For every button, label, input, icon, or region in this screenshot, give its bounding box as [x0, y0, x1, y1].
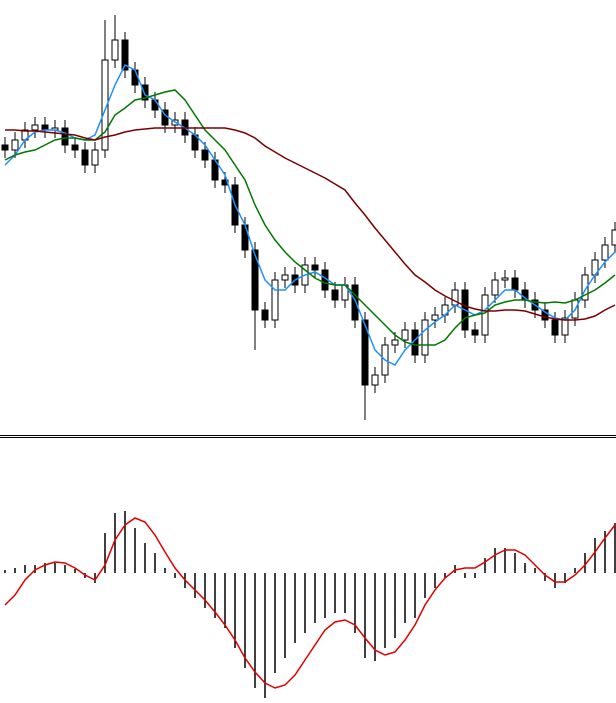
candle-body: [371, 374, 379, 386]
candle-body: [201, 149, 209, 161]
candle-body: [271, 279, 279, 321]
candle-body: [111, 39, 119, 61]
candle-body: [391, 339, 399, 346]
candle-body: [561, 317, 569, 336]
candle-body: [401, 329, 409, 341]
candle-body: [261, 309, 269, 321]
moving-average-line: [4, 89, 616, 346]
candle-body: [71, 144, 79, 151]
candle-body: [511, 277, 519, 291]
candle-body: [431, 314, 439, 321]
candle-body: [611, 229, 616, 246]
candle-body: [241, 224, 249, 251]
candle-body: [481, 294, 489, 336]
candle-body: [101, 59, 109, 151]
candle-body: [421, 319, 429, 356]
candle-body: [131, 69, 139, 86]
candle-body: [501, 277, 509, 281]
candle-body: [331, 289, 339, 301]
candle-body: [91, 149, 99, 166]
candle-body: [541, 309, 549, 321]
candle-body: [61, 127, 69, 146]
candle-body: [361, 319, 369, 386]
candle-body: [141, 84, 149, 101]
candle-body: [251, 249, 259, 311]
candle-body: [551, 319, 559, 336]
candle-body: [121, 39, 129, 71]
candle-body: [491, 279, 499, 296]
signal-line: [4, 517, 616, 689]
candle-body: [311, 264, 319, 271]
candle-body: [31, 124, 39, 131]
candle-body: [151, 99, 159, 111]
candle-body: [81, 149, 89, 166]
candle-body: [581, 274, 589, 301]
moving-average-line: [5, 127, 616, 321]
candle-body: [11, 139, 19, 151]
candle-body: [1, 144, 9, 151]
candle-body: [601, 244, 609, 261]
candle-body: [281, 274, 289, 281]
candle-body: [351, 284, 359, 321]
candle-body: [471, 329, 479, 336]
